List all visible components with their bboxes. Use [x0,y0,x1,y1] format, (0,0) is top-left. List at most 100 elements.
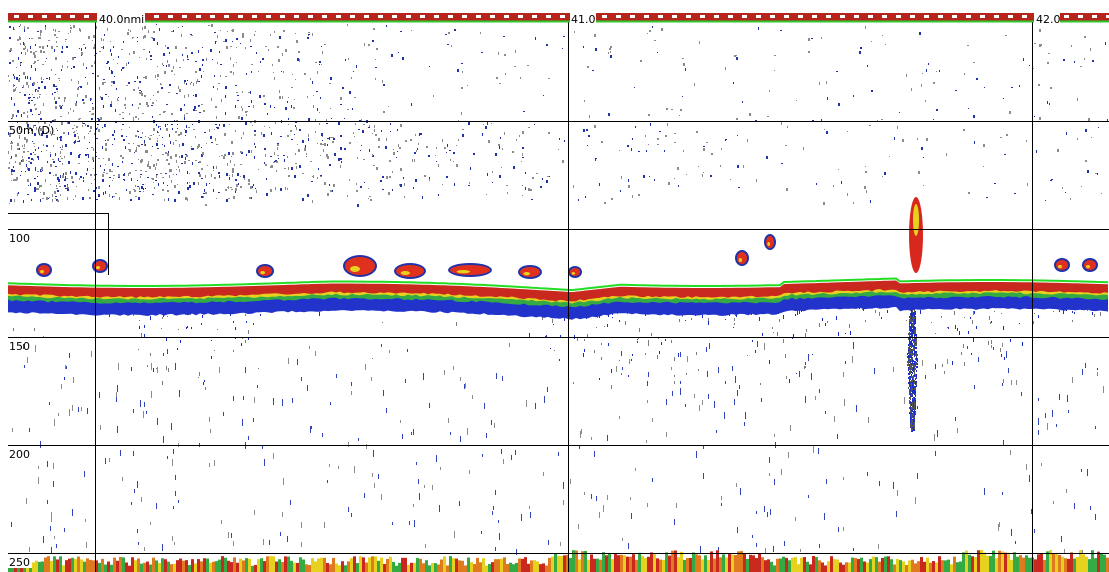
second-echo [59,556,62,572]
second-echo [74,559,77,572]
second-echo [887,556,890,572]
second-echo [56,559,59,572]
fish-school [38,265,50,275]
top-bar-dash [364,15,369,18]
second-echo [494,559,497,572]
second-echo [848,563,851,572]
second-echo [692,552,695,572]
second-echo [881,558,884,572]
second-echo [170,564,173,572]
second-echo [623,555,626,572]
second-echo [308,565,311,572]
second-echo [383,564,386,572]
second-echo [860,558,863,572]
second-echo [893,564,896,572]
depth-label: 200 [9,448,30,461]
top-bar-dash [1022,15,1027,18]
second-echo [995,558,998,572]
second-echo [68,559,71,572]
second-echo [587,560,590,572]
top-bar-dash [238,15,243,18]
top-bar-dash [168,15,173,18]
second-echo [935,563,938,572]
top-bar-dash [938,15,943,18]
second-echo [734,555,737,572]
second-echo [545,566,548,572]
second-echo [662,560,665,572]
second-echo [1097,552,1100,572]
second-echo [827,561,830,572]
second-echo [191,559,194,572]
second-echo [38,562,41,572]
second-echo [656,558,659,572]
top-bar-dash [252,15,257,18]
second-echo [518,558,521,572]
second-echo [122,557,125,572]
second-echo [635,560,638,572]
second-echo [611,559,614,572]
second-echo [578,559,581,572]
second-echo [593,559,596,572]
second-echo [449,556,452,572]
second-echo [1067,559,1070,572]
second-echo [35,561,38,572]
second-echo [284,556,287,572]
top-bar-dash [210,15,215,18]
second-echo [50,561,53,572]
second-echo [590,554,593,572]
second-echo [473,564,476,572]
second-echo [413,563,416,572]
second-echo [533,560,536,572]
second-echo [398,563,401,572]
second-echo [770,562,773,572]
fish-school [1086,265,1090,268]
second-echo [374,556,377,572]
second-echo [515,563,518,572]
second-echo [242,560,245,572]
second-echo [1010,560,1013,572]
second-echo [560,556,563,572]
second-echo [938,556,941,572]
second-echo [143,563,146,572]
top-bar-dash [350,15,355,18]
second-echo [890,559,893,572]
top-bar-dash [770,15,775,18]
distance-label: 40.0nmi [99,13,144,26]
second-echo [581,551,584,572]
top-bar-dash [1092,15,1097,18]
second-echo [233,557,236,572]
second-echo [83,562,86,572]
second-echo [47,556,50,572]
depth-label: 150 [9,340,30,353]
second-echo [809,564,812,572]
depth-label: 250 [9,556,30,569]
second-echo [866,563,869,572]
second-echo [152,558,155,572]
top-bar-dash [70,15,75,18]
second-echo [653,554,656,572]
second-echo [680,552,683,572]
second-echo [107,562,110,572]
top-bar-dash [812,15,817,18]
second-echo [311,558,314,572]
second-echo [974,557,977,572]
second-echo [602,552,605,572]
second-echo [422,563,425,572]
top-bar-fill [8,13,1109,21]
second-echo [584,551,587,572]
second-echo [275,562,278,572]
second-echo [542,563,545,572]
top-bar-dash [84,15,89,18]
second-echo [119,557,122,572]
second-echo [281,562,284,572]
second-echo [179,559,182,572]
fish-school [1056,260,1068,270]
second-echo [491,562,494,572]
second-echo [416,558,419,572]
second-echo [731,555,734,572]
second-echo [710,551,713,572]
second-echo [968,555,971,572]
second-echo [389,557,392,572]
second-echo [1103,555,1106,572]
second-echo [218,560,221,572]
